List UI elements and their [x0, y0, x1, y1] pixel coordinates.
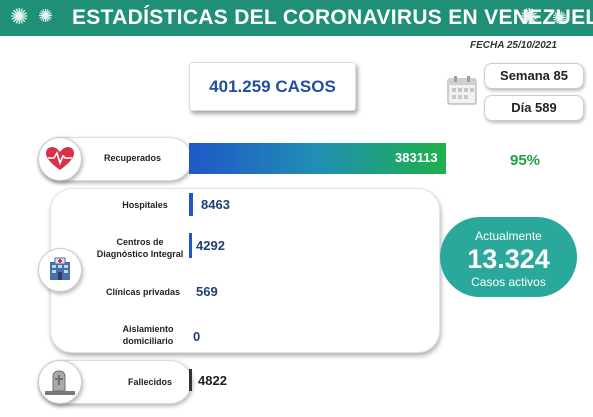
recovered-bar — [189, 143, 446, 174]
grave-icon — [45, 370, 75, 395]
hospital-icon — [50, 257, 70, 280]
recovered-value: 383113 — [395, 150, 438, 165]
recovered-label: Recuperados — [104, 153, 162, 163]
deaths-bar — [189, 369, 192, 391]
virus-icon: ✺ — [38, 6, 54, 26]
row-value-clinicas: 569 — [196, 284, 218, 299]
virus-icon: ✺ — [10, 4, 29, 29]
active-cases-badge: Actualmente 13.324 Casos activos — [440, 217, 577, 297]
day-counter: Día 589 — [484, 95, 584, 121]
hospitalization-panel — [50, 188, 440, 353]
grave-icon-circle — [38, 360, 82, 404]
row-value-hospitales: 8463 — [201, 197, 230, 212]
report-date: FECHA 25/10/2021 — [470, 40, 557, 51]
page-title: ESTADÍSTICAS DEL CORONAVIRUS EN VENEZUEL… — [72, 6, 593, 29]
hospital-icon-circle — [38, 248, 82, 292]
row-bar-hospitales — [189, 193, 193, 216]
row-label-hospitales: Hospitales — [122, 200, 168, 210]
row-label-clinicas: Clínicas privadas — [105, 287, 181, 297]
header-banner: ✺ ✺ ESTADÍSTICAS DEL CORONAVIRUS EN VENE… — [0, 0, 593, 36]
active-cases-caption: Actualmente — [475, 229, 542, 243]
row-value-cdi: 4292 — [196, 238, 225, 253]
row-value-aislamiento: 0 — [193, 329, 201, 344]
recovered-percent: 95% — [510, 152, 541, 169]
total-cases: 401.259 CASOS — [189, 62, 356, 111]
week-counter: Semana 85 — [484, 63, 584, 89]
active-cases-value: 13.324 — [467, 244, 550, 274]
row-label-cdi: Centros de Diagnóstico Integral — [96, 237, 184, 259]
virus-icon: ✺ — [552, 8, 568, 28]
row-bar-cdi — [189, 233, 192, 258]
row-label-aislamiento: Aislamiento domiciliario — [122, 324, 174, 346]
heart-icon-circle — [38, 137, 82, 181]
calendar-icon — [447, 76, 477, 105]
heart-icon — [46, 147, 74, 170]
virus-icon: ✺ — [520, 4, 539, 29]
active-cases-subtitle: Casos activos — [471, 275, 546, 289]
deaths-value: 4822 — [198, 373, 227, 388]
deaths-label: Fallecidos — [127, 377, 172, 387]
